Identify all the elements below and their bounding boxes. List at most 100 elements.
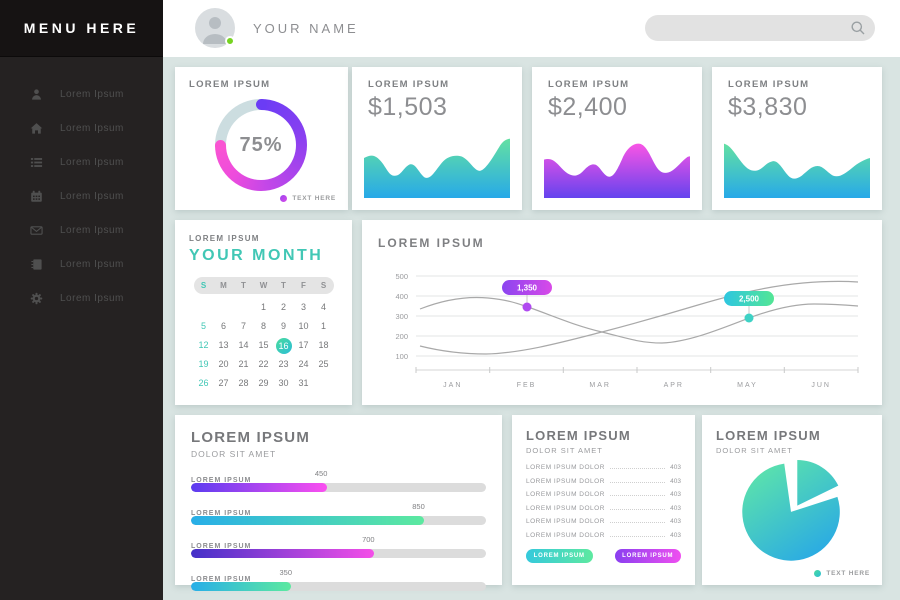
calendar: S M T W T F S 1 2 3 4 5 6 — [193, 277, 334, 393]
donut-percent-value: 75% — [239, 133, 283, 156]
y-tick: 200 — [395, 332, 408, 341]
calendar-day[interactable]: 26 — [198, 378, 209, 388]
calendar-day[interactable]: 20 — [218, 359, 229, 369]
calendar-day[interactable]: 24 — [298, 359, 309, 369]
calendar-day[interactable]: 14 — [238, 340, 249, 350]
online-status-dot — [225, 36, 235, 46]
calendar-icon — [30, 189, 44, 203]
card-title: LOREM IPSUM — [548, 79, 630, 90]
x-tick: JAN — [443, 382, 462, 389]
calendar-day[interactable]: 6 — [220, 321, 226, 331]
calendar-day[interactable]: 21 — [238, 359, 249, 369]
calendar-day[interactable]: 12 — [198, 340, 209, 350]
calendar-day[interactable]: 22 — [258, 359, 269, 369]
list-item-value: 403 — [670, 504, 681, 512]
sidebar-item-calendar[interactable]: Lorem Ipsum — [0, 179, 163, 213]
calendar-day[interactable]: 1 — [260, 302, 266, 312]
calendar-day[interactable] — [214, 298, 234, 317]
bar-track — [191, 483, 486, 492]
primary-button-teal[interactable]: LOREM IPSUM — [526, 548, 593, 563]
search-icon[interactable] — [850, 20, 866, 41]
line-chart: 500 400 300 200 100 JAN FEB MAR — [395, 272, 859, 389]
sidebar-item-label: Lorem Ipsum — [60, 156, 124, 168]
leader-line — [609, 508, 666, 510]
annotation-value-feb: 1,350 — [517, 284, 538, 293]
home-icon — [30, 121, 44, 135]
x-tick: APR — [664, 382, 684, 389]
bar-value: 450 — [314, 469, 328, 478]
sidebar-item-settings[interactable]: Lorem Ipsum — [0, 281, 163, 315]
area-chart-green-blue — [364, 134, 510, 198]
data-point-feb[interactable] — [522, 302, 532, 312]
annotation-value-may: 2,500 — [739, 295, 760, 304]
sidebar-menu: Lorem Ipsum Lorem Ipsum Lorem Ipsum Lore… — [0, 57, 163, 315]
calendar-weekday-header: S M T W T F S — [193, 277, 334, 294]
list-card: LOREM IPSUM DOLOR SIT AMET LOREM IPSUM D… — [512, 415, 695, 585]
calendar-day[interactable] — [234, 298, 254, 317]
search-bar — [645, 15, 875, 41]
card-title: LOREM IPSUM — [191, 429, 311, 446]
weekday-label: T — [281, 281, 286, 290]
calendar-day[interactable]: 19 — [198, 359, 209, 369]
x-tick: JUN — [811, 382, 831, 389]
sidebar-item-list[interactable]: Lorem Ipsum — [0, 145, 163, 179]
sidebar-item-user[interactable]: Lorem Ipsum — [0, 77, 163, 111]
avatar[interactable] — [195, 8, 235, 48]
donut-legend: TEXT HERE — [280, 195, 336, 202]
calendar-day[interactable]: 17 — [298, 340, 309, 350]
card-subtitle: DOLOR SIT AMET — [526, 446, 603, 455]
area-chart-pink-purple — [544, 134, 690, 198]
primary-button-purple[interactable]: LOREM IPSUM — [614, 548, 681, 563]
search-input[interactable] — [657, 15, 847, 41]
list-item-value: 403 — [670, 531, 681, 539]
weekday-label: F — [301, 281, 306, 290]
sidebar-item-mail[interactable]: Lorem Ipsum — [0, 213, 163, 247]
calendar-day[interactable]: 13 — [218, 340, 229, 350]
calendar-day[interactable]: 30 — [278, 378, 289, 388]
calendar-day-selected[interactable]: 16 — [275, 337, 292, 354]
donut-chart: 75% — [215, 99, 307, 191]
pie-slice-main[interactable] — [742, 463, 840, 561]
calendar-day[interactable]: 4 — [320, 302, 326, 312]
calendar-day[interactable]: 27 — [218, 378, 229, 388]
data-point-may[interactable] — [744, 313, 754, 323]
pie-chart — [727, 449, 855, 567]
calendar-day[interactable]: 5 — [200, 321, 206, 331]
calendar-day[interactable]: 31 — [298, 378, 309, 388]
list-item-label: LOREM IPSUM DOLOR — [526, 477, 605, 485]
bar-track — [191, 582, 486, 591]
list-item: LOREM IPSUM DOLOR 403 — [526, 464, 681, 471]
user-name: YOUR NAME — [253, 21, 359, 36]
calendar-day[interactable]: 25 — [318, 359, 329, 369]
calendar-day[interactable]: 7 — [240, 321, 246, 331]
calendar-day[interactable]: 9 — [280, 321, 286, 331]
main-content: LOREM IPSUM 75% TEXT HERE LOREM IPSUM $1… — [163, 57, 900, 600]
sidebar-item-notebook[interactable]: Lorem Ipsum — [0, 247, 163, 281]
sidebar-item-home[interactable]: Lorem Ipsum — [0, 111, 163, 145]
bar-value: 700 — [362, 535, 375, 544]
y-tick: 300 — [395, 312, 408, 321]
calendar-day[interactable]: 1 — [320, 321, 326, 331]
calendar-day[interactable]: 2 — [280, 302, 286, 312]
calendar-day[interactable]: 8 — [260, 321, 266, 331]
x-tick: MAY — [737, 382, 758, 389]
calendar-day[interactable]: 23 — [278, 359, 289, 369]
calendar-day[interactable]: 28 — [238, 378, 249, 388]
topbar: YOUR NAME — [163, 0, 900, 57]
menu-title: MENU HERE — [23, 20, 140, 36]
bar-fill — [191, 483, 327, 492]
list-item-label: LOREM IPSUM DOLOR — [526, 491, 605, 498]
pie-slice-detached[interactable] — [797, 460, 839, 506]
mail-icon — [30, 223, 44, 237]
calendar-day[interactable]: 10 — [298, 321, 309, 331]
bar-value: 350 — [279, 568, 293, 577]
calendar-day[interactable] — [194, 298, 214, 317]
calendar-day[interactable] — [314, 374, 334, 393]
calendar-card: LOREM IPSUM YOUR MONTH S M T W T F S 1 — [175, 220, 352, 405]
sidebar-item-label: Lorem Ipsum — [60, 190, 124, 202]
annotation-pill-may — [724, 291, 774, 306]
calendar-day[interactable]: 29 — [258, 378, 269, 388]
calendar-day[interactable]: 18 — [318, 340, 329, 350]
calendar-day[interactable]: 3 — [300, 302, 306, 312]
calendar-day[interactable]: 15 — [258, 340, 269, 350]
